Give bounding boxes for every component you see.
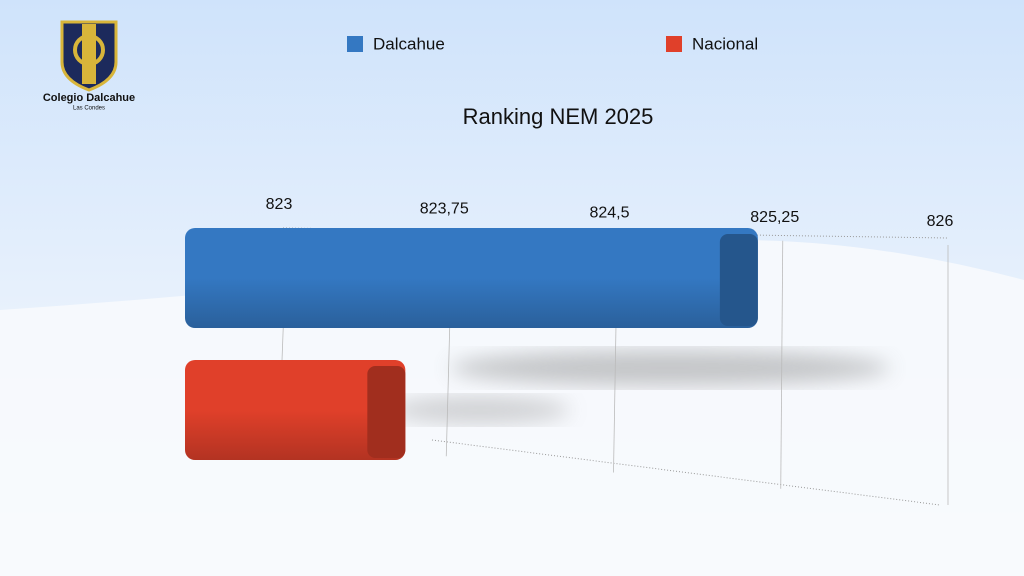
chart-title: Ranking NEM 2025 xyxy=(463,104,654,129)
bar-cap xyxy=(367,366,406,458)
school-name: Colegio Dalcahue xyxy=(43,92,135,104)
legend-label: Nacional xyxy=(692,34,758,53)
floor-edge xyxy=(431,439,941,506)
legend-swatch xyxy=(347,36,363,52)
x-tick-label: 823 xyxy=(266,196,293,213)
bar-cap xyxy=(719,234,758,326)
shadow xyxy=(390,396,570,424)
legend-swatch xyxy=(666,36,682,52)
x-tick-label: 823,75 xyxy=(420,200,469,217)
bar xyxy=(185,228,758,328)
x-tick-label: 825,25 xyxy=(750,209,799,226)
shadow xyxy=(450,350,890,386)
logo xyxy=(60,20,118,92)
school-location: Las Condes xyxy=(73,106,105,112)
x-tick-label: 826 xyxy=(927,213,954,230)
bar xyxy=(185,360,406,460)
grid-line xyxy=(780,240,784,489)
x-tick-label: 824,5 xyxy=(589,205,629,222)
legend-label: Dalcahue xyxy=(373,34,445,53)
